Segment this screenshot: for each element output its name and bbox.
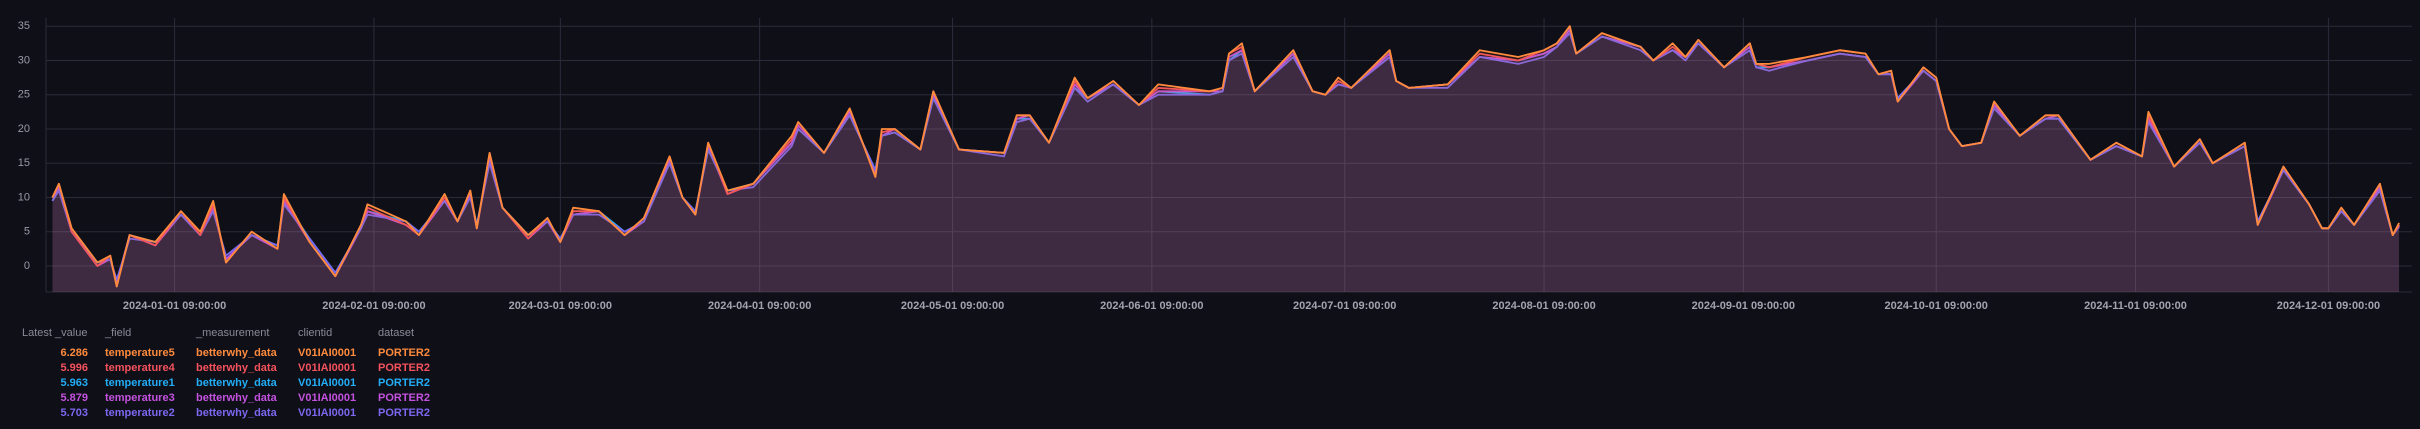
y-tick-label: 5 bbox=[24, 226, 30, 238]
y-tick-label: 15 bbox=[18, 157, 30, 169]
field-name: temperature3 bbox=[105, 392, 175, 404]
table-header: clientid bbox=[298, 327, 332, 339]
y-tick-label: 30 bbox=[18, 54, 30, 66]
client-id: V01IAI0001 bbox=[298, 362, 356, 374]
x-tick-label: 2024-07-01 09:00:00 bbox=[1293, 300, 1396, 312]
measurement: betterwhy_data bbox=[196, 362, 278, 374]
client-id: V01IAI0001 bbox=[298, 392, 356, 404]
measurement: betterwhy_data bbox=[196, 392, 278, 404]
table-header: Latest _value bbox=[22, 327, 87, 339]
x-tick-label: 2024-08-01 09:00:00 bbox=[1492, 300, 1595, 312]
x-tick-label: 2024-04-01 09:00:00 bbox=[708, 300, 811, 312]
x-tick-label: 2024-03-01 09:00:00 bbox=[509, 300, 612, 312]
y-tick-label: 10 bbox=[18, 191, 30, 203]
field-name: temperature5 bbox=[105, 347, 175, 359]
latest-value: 5.996 bbox=[60, 362, 88, 374]
field-name: temperature1 bbox=[105, 377, 175, 389]
latest-value: 5.879 bbox=[60, 392, 88, 404]
y-tick-label: 25 bbox=[18, 89, 30, 101]
series-line bbox=[51, 25, 2400, 288]
dataset: PORTER2 bbox=[378, 392, 430, 404]
x-tick-label: 2024-05-01 09:00:00 bbox=[901, 300, 1004, 312]
client-id: V01IAI0001 bbox=[298, 407, 356, 419]
measurement: betterwhy_data bbox=[196, 377, 278, 389]
table-header: dataset bbox=[378, 327, 414, 339]
field-name: temperature2 bbox=[105, 407, 175, 419]
dataset: PORTER2 bbox=[378, 347, 430, 359]
field-name: temperature4 bbox=[105, 362, 176, 374]
area-fill bbox=[52, 26, 2400, 292]
client-id: V01IAI0001 bbox=[298, 377, 356, 389]
x-tick-label: 2024-01-01 09:00:00 bbox=[123, 300, 226, 312]
dataset: PORTER2 bbox=[378, 362, 430, 374]
x-tick-label: 2024-09-01 09:00:00 bbox=[1692, 300, 1795, 312]
y-tick-label: 35 bbox=[18, 20, 30, 32]
x-tick-label: 2024-02-01 09:00:00 bbox=[322, 300, 425, 312]
measurement: betterwhy_data bbox=[196, 347, 278, 359]
y-tick-label: 0 bbox=[24, 260, 30, 272]
area-fill bbox=[52, 26, 2400, 292]
latest-value: 5.963 bbox=[60, 377, 88, 389]
dataset: PORTER2 bbox=[378, 407, 430, 419]
x-tick-label: 2024-06-01 09:00:00 bbox=[1100, 300, 1203, 312]
measurement: betterwhy_data bbox=[196, 407, 278, 419]
x-tick-label: 2024-10-01 09:00:00 bbox=[1885, 300, 1988, 312]
table-header: _measurement bbox=[195, 327, 269, 339]
area-fill bbox=[52, 33, 2400, 292]
latest-value: 6.286 bbox=[60, 347, 88, 359]
latest-value: 5.703 bbox=[60, 407, 88, 419]
area-fill bbox=[52, 29, 2400, 292]
x-tick-label: 2024-11-01 09:00:00 bbox=[2084, 300, 2187, 312]
client-id: V01IAI0001 bbox=[298, 347, 356, 359]
area-fill bbox=[52, 29, 2400, 292]
table-header: _field bbox=[104, 327, 131, 339]
y-tick-label: 20 bbox=[18, 123, 30, 135]
x-tick-label: 2024-12-01 09:00:00 bbox=[2277, 300, 2380, 312]
dataset: PORTER2 bbox=[378, 377, 430, 389]
